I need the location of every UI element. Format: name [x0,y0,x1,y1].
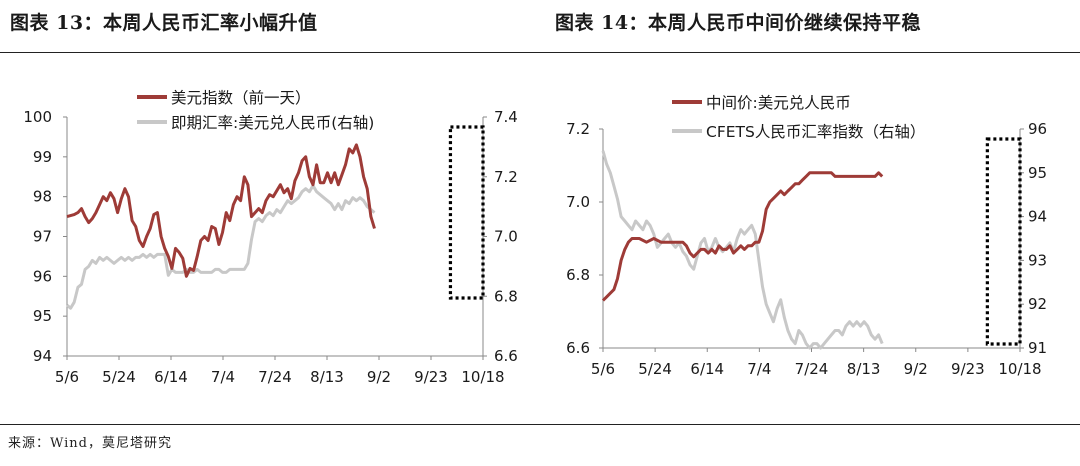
x-tick-label: 7/24 [795,360,829,378]
footer-rule [0,424,1080,425]
x-tick-label: 8/13 [847,360,881,378]
y-right-tick-label: 92 [1028,295,1047,313]
x-tick-label: 10/18 [461,368,504,386]
x-tick-label: 7/4 [211,368,235,386]
left-chart: 94 95 96 97 98 99 100 6.6 6.8 7.0 7.2 7.4 5/6 5/24 6/1… [23,89,518,386]
y-right-tick-label: 94 [1028,208,1047,226]
y-right-tick-label: 91 [1028,339,1047,357]
y-right-tick-label: 93 [1028,251,1047,269]
x-tick-label: 9/2 [367,368,391,386]
right-chart: 6.6 6.8 7.0 7.2 91 92 93 94 95 96 5/6 5/24 6/14 7/4 7/… [566,94,1047,378]
source-note: 来源：Wind，莫尼塔研究 [8,436,172,451]
x-tick-label: 9/23 [951,360,985,378]
y-right-tick-label: 6.8 [494,287,518,305]
x-tick-label: 5/6 [591,360,615,378]
series-line-primary [601,171,884,302]
y-left-tick-label: 94 [33,347,52,365]
y-right-tick-label: 6.6 [494,347,518,365]
left-chart-title: 图表 13：本周人民币汇率小幅升值 [10,12,318,34]
header-rule [0,52,1080,53]
highlight-box [985,137,1022,346]
x-tick-label: 7/4 [747,360,771,378]
legend-label: CFETS人民币汇率指数（右轴） [706,123,925,141]
y-right-tick-label: 7.4 [494,108,518,126]
x-tick-label: 7/24 [258,368,292,386]
y-left-tick-label: 100 [23,108,52,126]
y-left-tick-label: 97 [33,228,52,246]
y-left-tick-label: 95 [33,307,52,325]
right-chart-title: 图表 14：本周人民币中间价继续保持平稳 [555,12,922,34]
legend-label: 中间价:美元兑人民币 [706,94,851,112]
y-left-tick-label: 6.8 [566,266,590,284]
y-left-tick-label: 99 [33,148,52,166]
x-tick-label: 9/2 [904,360,928,378]
highlight-box [448,125,485,300]
x-tick-label: 10/18 [998,360,1041,378]
x-tick-label: 8/13 [310,368,344,386]
x-tick-label: 5/6 [55,368,79,386]
series-line-primary [66,143,376,278]
x-tick-label: 6/14 [690,360,724,378]
y-right-tick-label: 96 [1028,120,1047,138]
y-right-tick-label: 7.0 [494,228,518,246]
y-left-tick-label: 6.6 [566,339,590,357]
legend-label: 美元指数（前一天） [171,89,311,107]
y-left-tick-label: 7.2 [566,120,590,138]
y-left-tick-label: 7.0 [566,193,590,211]
y-left-tick-label: 96 [33,267,52,285]
x-tick-label: 5/24 [102,368,136,386]
x-tick-label: 9/23 [414,368,448,386]
y-left-tick-label: 98 [33,188,52,206]
y-right-tick-label: 7.2 [494,168,518,186]
x-tick-label: 6/14 [154,368,188,386]
x-tick-label: 5/24 [638,360,672,378]
legend-label: 即期汇率:美元兑人民币(右轴) [171,114,374,132]
series-line-secondary [66,184,376,310]
y-right-tick-label: 95 [1028,164,1047,182]
series-line-secondary [601,150,884,350]
